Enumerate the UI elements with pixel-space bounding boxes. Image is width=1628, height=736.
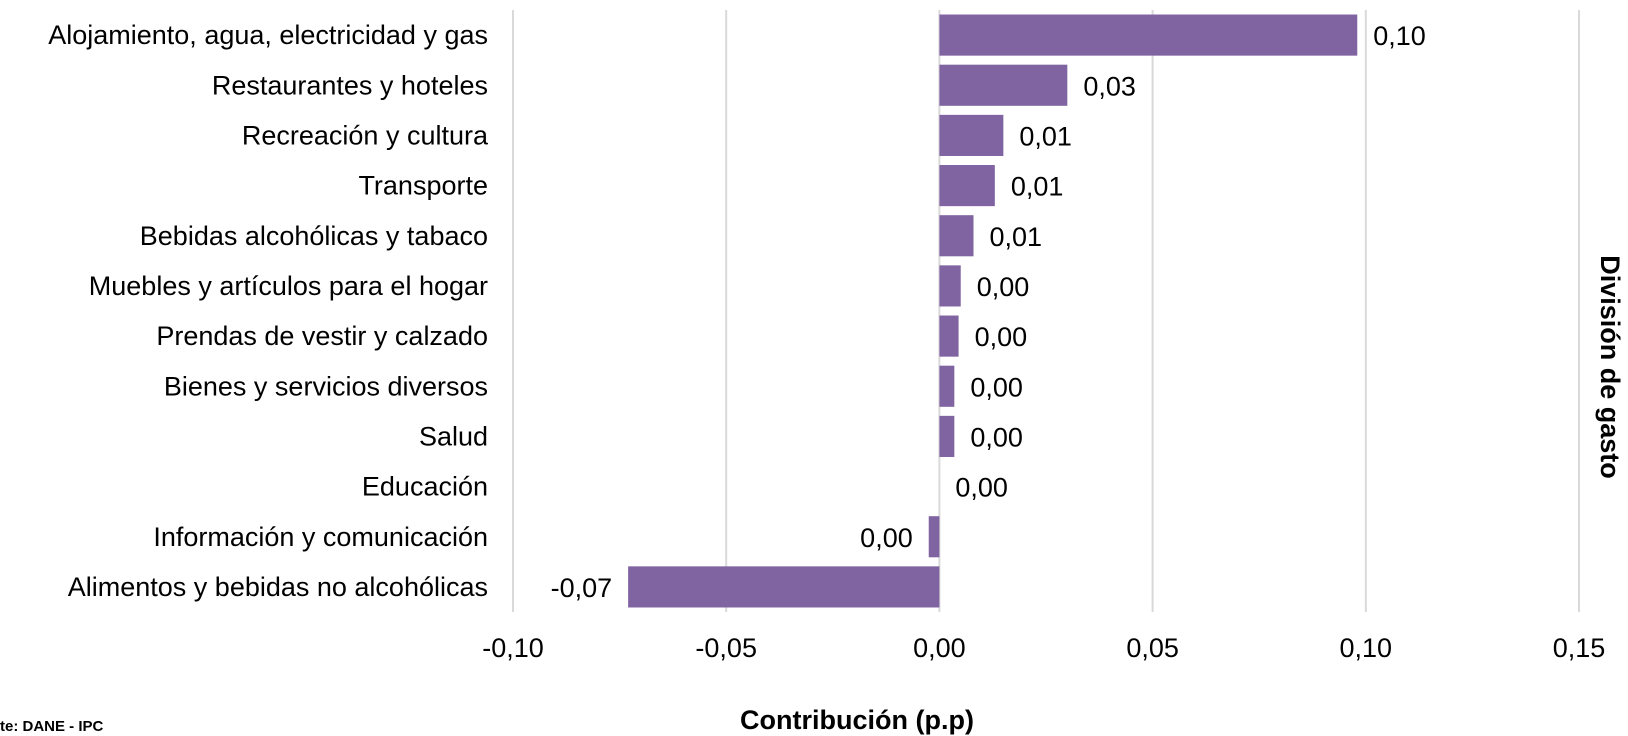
category-label: Salud (419, 421, 488, 451)
category-label: Recreación y cultura (242, 120, 489, 150)
x-tick-label: -0,05 (695, 633, 757, 663)
data-label: 0,01 (1011, 172, 1064, 202)
x-tick-label: 0,10 (1340, 633, 1393, 663)
bar (939, 415, 955, 457)
data-label: 0,00 (955, 473, 1008, 503)
category-label: Restaurantes y hoteles (212, 70, 488, 100)
x-tick-label: 0,05 (1126, 633, 1179, 663)
bar (939, 365, 955, 407)
data-label: 0,00 (975, 322, 1028, 352)
data-labels: 0,10 0,03 0,01 0,01 0,01 0,00 0,00 0,00 0,00 0,00… (551, 21, 1426, 603)
data-label: 0,03 (1083, 71, 1136, 101)
bar (939, 265, 961, 307)
gridlines (512, 10, 1580, 612)
bar (939, 64, 1068, 106)
category-label: Educación (362, 472, 488, 502)
data-label: 0,10 (1373, 21, 1426, 51)
category-label: Prendas de vestir y calzado (156, 321, 488, 351)
category-label: Alojamiento, agua, electricidad y gas (48, 20, 488, 50)
bar (628, 566, 940, 608)
bar (939, 114, 1004, 156)
y-axis-title: División de gasto (1595, 255, 1625, 479)
x-axis-title: Contribución (p.p) (740, 705, 974, 735)
category-label: Bienes y servicios diversos (164, 371, 488, 401)
bar (928, 516, 940, 558)
data-label: -0,07 (551, 573, 613, 603)
data-label: 0,00 (860, 523, 913, 553)
x-tick-label: 0,15 (1553, 633, 1606, 663)
data-label: 0,00 (970, 422, 1023, 452)
category-label: Transporte (358, 171, 488, 201)
x-tick-labels: -0,10 -0,05 0,00 0,05 0,10 0,15 (482, 633, 1605, 663)
data-label: 0,01 (990, 222, 1043, 252)
x-tick-label: 0,00 (913, 633, 966, 663)
category-label: Muebles y artículos para el hogar (89, 271, 488, 301)
source-note: te: DANE - IPC (0, 718, 104, 735)
category-labels: Alojamiento, agua, electricidad y gas Res… (48, 20, 489, 602)
category-label: Información y comunicación (153, 522, 488, 552)
category-label: Alimentos y bebidas no alcohólicas (68, 572, 488, 602)
bar (939, 165, 995, 207)
data-label: 0,01 (1019, 121, 1072, 151)
category-label: Bebidas alcohólicas y tabaco (140, 221, 488, 251)
bar (939, 215, 974, 257)
bars (628, 14, 1358, 608)
bar (939, 315, 959, 357)
x-tick-label: -0,10 (482, 633, 544, 663)
data-label: 0,00 (977, 272, 1030, 302)
bar (939, 14, 1358, 56)
data-label: 0,00 (970, 372, 1023, 402)
